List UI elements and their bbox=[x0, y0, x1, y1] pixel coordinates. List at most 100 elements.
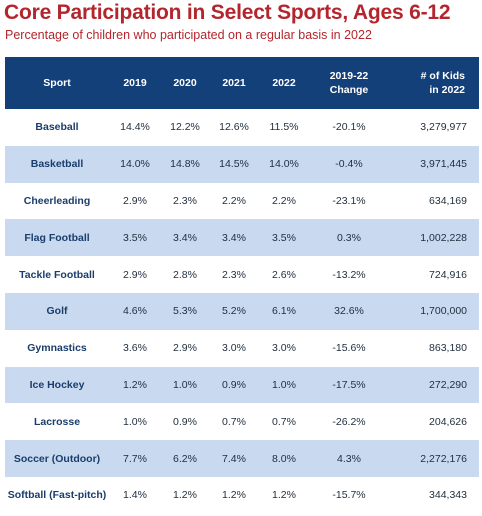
header-change-line2: Change bbox=[329, 84, 369, 96]
value-2021-cell: 0.7% bbox=[209, 403, 259, 441]
header-2021: 2021 bbox=[209, 57, 259, 109]
value-2021-cell: 2.3% bbox=[209, 256, 259, 293]
value-2020-cell: 2.8% bbox=[161, 256, 209, 293]
value-2019-cell: 7.7% bbox=[109, 440, 161, 477]
table-row: Tackle Football 2.9% 2.8% 2.3% 2.6% -13.2% 724… bbox=[5, 256, 479, 293]
change-cell: 32.6% bbox=[309, 292, 389, 330]
sport-cell: Cheerleading bbox=[5, 182, 109, 220]
sport-cell: Basketball bbox=[5, 145, 109, 183]
change-cell: -17.5% bbox=[309, 366, 389, 404]
kids-count-cell: 2,272,176 bbox=[389, 440, 479, 477]
value-2019-cell: 3.6% bbox=[109, 329, 161, 367]
table-row: Soccer (Outdoor) 7.7% 6.2% 7.4% 8.0% 4.3% 2,27… bbox=[5, 440, 479, 477]
chart-subtitle: Percentage of children who participated … bbox=[5, 28, 372, 42]
sport-cell: Lacrosse bbox=[5, 403, 109, 441]
table-row: Flag Football 3.5% 3.4% 3.4% 3.5% 0.3% 1,002,2… bbox=[5, 219, 479, 257]
value-2020-cell: 2.3% bbox=[161, 182, 209, 220]
kids-count-cell: 863,180 bbox=[389, 329, 479, 367]
kids-count-cell: 272,290 bbox=[389, 366, 479, 404]
value-2019-cell: 14.4% bbox=[109, 109, 161, 146]
value-2020-cell: 14.8% bbox=[161, 145, 209, 183]
sport-cell: Golf bbox=[5, 292, 109, 330]
header-change: 2019-22 Change bbox=[309, 57, 389, 109]
header-kids-line2: in 2022 bbox=[429, 84, 465, 96]
value-2019-cell: 2.9% bbox=[109, 182, 161, 220]
table-row: Lacrosse 1.0% 0.9% 0.7% 0.7% -26.2% 204,626 bbox=[5, 403, 479, 441]
value-2021-cell: 3.0% bbox=[209, 329, 259, 367]
value-2021-cell: 3.4% bbox=[209, 219, 259, 257]
value-2020-cell: 1.0% bbox=[161, 366, 209, 404]
value-2020-cell: 5.3% bbox=[161, 292, 209, 330]
value-2020-cell: 0.9% bbox=[161, 403, 209, 441]
value-2022-cell: 1.0% bbox=[259, 366, 309, 404]
value-2021-cell: 14.5% bbox=[209, 145, 259, 183]
sport-cell: Softball (Fast-pitch) bbox=[5, 476, 109, 514]
value-2022-cell: 2.6% bbox=[259, 256, 309, 293]
kids-count-cell: 3,971,445 bbox=[389, 145, 479, 183]
table-row: Softball (Fast-pitch) 1.4% 1.2% 1.2% 1.2% -15… bbox=[5, 476, 479, 514]
kids-count-cell: 634,169 bbox=[389, 182, 479, 220]
value-2021-cell: 5.2% bbox=[209, 292, 259, 330]
header-kids: # of Kids in 2022 bbox=[389, 57, 479, 109]
value-2021-cell: 1.2% bbox=[209, 476, 259, 514]
header-2019: 2019 bbox=[109, 57, 161, 109]
table-row: Gymnastics 3.6% 2.9% 3.0% 3.0% -15.6% 863,180 bbox=[5, 329, 479, 367]
table-row: Golf 4.6% 5.3% 5.2% 6.1% 32.6% 1,700,000 bbox=[5, 292, 479, 330]
change-cell: 0.3% bbox=[309, 219, 389, 257]
sport-cell: Gymnastics bbox=[5, 329, 109, 367]
change-cell: -26.2% bbox=[309, 403, 389, 441]
table-header-row: Sport 2019 2020 2021 2022 2019-22 Change … bbox=[5, 57, 479, 109]
header-2020: 2020 bbox=[161, 57, 209, 109]
value-2019-cell: 14.0% bbox=[109, 145, 161, 183]
value-2020-cell: 12.2% bbox=[161, 109, 209, 146]
kids-count-cell: 204,626 bbox=[389, 403, 479, 441]
value-2022-cell: 1.2% bbox=[259, 476, 309, 514]
change-cell: -0.4% bbox=[309, 145, 389, 183]
value-2022-cell: 8.0% bbox=[259, 440, 309, 477]
sport-cell: Soccer (Outdoor) bbox=[5, 440, 109, 477]
value-2019-cell: 1.2% bbox=[109, 366, 161, 404]
table-row: Basketball 14.0% 14.8% 14.5% 14.0% -0.4% 3,971… bbox=[5, 145, 479, 183]
change-cell: -13.2% bbox=[309, 256, 389, 293]
header-change-line1: 2019-22 bbox=[329, 70, 369, 82]
change-cell: -15.6% bbox=[309, 329, 389, 367]
value-2022-cell: 0.7% bbox=[259, 403, 309, 441]
value-2021-cell: 7.4% bbox=[209, 440, 259, 477]
value-2022-cell: 14.0% bbox=[259, 145, 309, 183]
value-2022-cell: 3.0% bbox=[259, 329, 309, 367]
kids-count-cell: 724,916 bbox=[389, 256, 479, 293]
header-kids-line1: # of Kids bbox=[420, 70, 465, 82]
change-cell: 4.3% bbox=[309, 440, 389, 477]
kids-count-cell: 344,343 bbox=[389, 476, 479, 514]
value-2022-cell: 2.2% bbox=[259, 182, 309, 220]
header-2022: 2022 bbox=[259, 57, 309, 109]
participation-table: Sport 2019 2020 2021 2022 2019-22 Change … bbox=[5, 57, 479, 514]
chart-title: Core Participation in Select Sports, Age… bbox=[4, 1, 451, 24]
table-row: Ice Hockey 1.2% 1.0% 0.9% 1.0% -17.5% 272,290 bbox=[5, 366, 479, 404]
table-row: Cheerleading 2.9% 2.3% 2.2% 2.2% -23.1% 634,16… bbox=[5, 182, 479, 220]
sport-cell: Baseball bbox=[5, 109, 109, 146]
value-2022-cell: 11.5% bbox=[259, 109, 309, 146]
sport-cell: Tackle Football bbox=[5, 256, 109, 293]
kids-count-cell: 1,700,000 bbox=[389, 292, 479, 330]
change-cell: -23.1% bbox=[309, 182, 389, 220]
header-sport: Sport bbox=[5, 57, 109, 109]
table-body: Baseball 14.4% 12.2% 12.6% 11.5% -20.1% 3,279,… bbox=[5, 109, 479, 514]
sport-cell: Flag Football bbox=[5, 219, 109, 257]
kids-count-cell: 1,002,228 bbox=[389, 219, 479, 257]
value-2019-cell: 4.6% bbox=[109, 292, 161, 330]
kids-count-cell: 3,279,977 bbox=[389, 109, 479, 146]
value-2019-cell: 3.5% bbox=[109, 219, 161, 257]
value-2021-cell: 2.2% bbox=[209, 182, 259, 220]
value-2020-cell: 1.2% bbox=[161, 476, 209, 514]
sport-cell: Ice Hockey bbox=[5, 366, 109, 404]
change-cell: -15.7% bbox=[309, 476, 389, 514]
value-2019-cell: 1.0% bbox=[109, 403, 161, 441]
value-2020-cell: 6.2% bbox=[161, 440, 209, 477]
value-2019-cell: 1.4% bbox=[109, 476, 161, 514]
table-row: Baseball 14.4% 12.2% 12.6% 11.5% -20.1% 3,279,… bbox=[5, 109, 479, 146]
value-2020-cell: 3.4% bbox=[161, 219, 209, 257]
value-2019-cell: 2.9% bbox=[109, 256, 161, 293]
change-cell: -20.1% bbox=[309, 109, 389, 146]
value-2022-cell: 3.5% bbox=[259, 219, 309, 257]
